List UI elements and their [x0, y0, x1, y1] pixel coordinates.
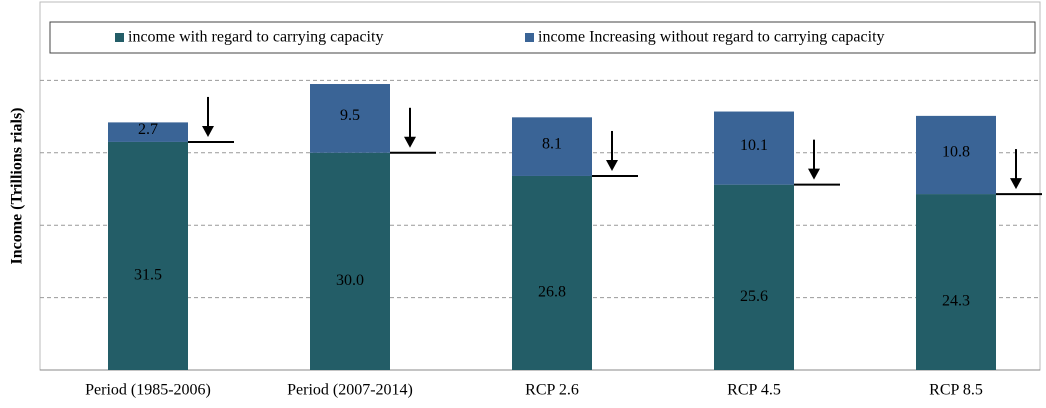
arrow-head [1010, 178, 1022, 190]
legend-swatch [115, 33, 124, 42]
bar-segment [310, 84, 390, 153]
bar-segment [512, 117, 592, 176]
value-label: 24.3 [942, 293, 970, 310]
legend-box [49, 21, 1036, 54]
value-label: 31.5 [134, 267, 162, 284]
x-tick-label: RCP 4.5 [727, 382, 781, 399]
legend-swatch [525, 33, 534, 42]
value-label: 10.1 [740, 137, 768, 154]
arrow-head [404, 136, 416, 148]
y-axis-label: Income (Trillions rials) [9, 107, 26, 264]
legend-label: income Increasing without regard to carr… [538, 29, 885, 46]
value-label: 8.1 [542, 135, 562, 152]
arrow-head [606, 159, 618, 171]
bar-segment [916, 115, 996, 195]
arrow-head [202, 125, 214, 137]
x-tick-label: RCP 2.6 [525, 382, 579, 399]
value-label: 26.8 [538, 284, 566, 301]
bar-segment [916, 194, 996, 370]
bar-segment [108, 122, 188, 142]
bar-segment [310, 152, 390, 370]
legend-label: income with regard to carrying capacity [128, 29, 383, 46]
x-tick-label: RCP 8.5 [929, 382, 983, 399]
x-tick-label: Period (2007-2014) [287, 382, 413, 399]
value-label: 30.0 [336, 272, 364, 289]
arrow-head [808, 168, 820, 180]
x-tick-label: Period (1985-2006) [85, 382, 211, 399]
bar-segment [714, 184, 794, 370]
value-label: 2.7 [138, 121, 158, 138]
value-label: 10.8 [942, 144, 970, 161]
bar-segment [108, 141, 188, 370]
value-label: 25.6 [740, 288, 768, 305]
bar-segment [512, 175, 592, 370]
value-label: 9.5 [340, 107, 360, 124]
bar-segment [714, 111, 794, 185]
